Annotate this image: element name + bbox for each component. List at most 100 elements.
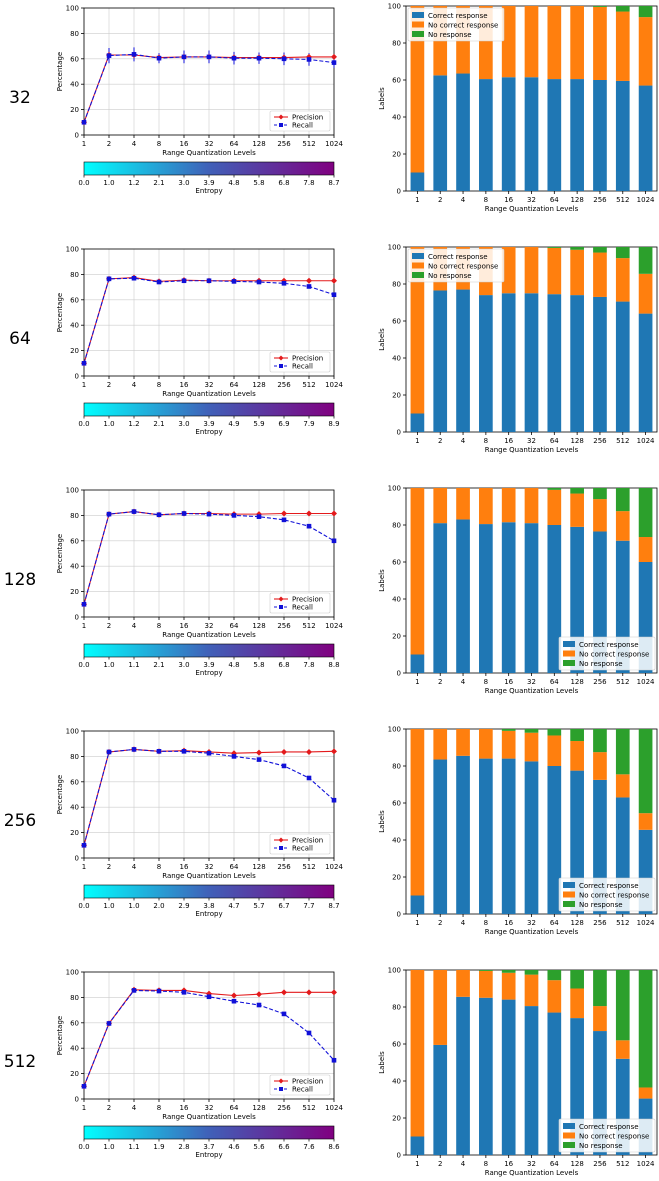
bar-no-correct — [501, 972, 516, 1000]
legend-label: No response — [579, 901, 623, 909]
bar-correct — [638, 313, 653, 432]
bar-correct — [456, 519, 470, 673]
x-tick-label: 8 — [157, 381, 161, 389]
bar-no-correct — [524, 247, 539, 294]
entropy-colorbar: 0.0 1.0 1.1 1.9 2.8 3.7 4.6 5.6 6.6 7.6 8.6 Entropy — [78, 1125, 340, 1159]
y-tick-label: 60 — [392, 800, 401, 808]
x-tick-label: 256 — [593, 437, 607, 445]
entropy-bar — [83, 1125, 335, 1140]
x-tick-label: 512 — [302, 622, 315, 630]
x-tick-label: 128 — [252, 622, 265, 630]
legend-box — [269, 110, 331, 132]
recall-point — [106, 749, 112, 755]
entropy-colorbar: 0.0 1.0 1.0 2.0 2.9 3.8 4.7 5.7 6.7 7.7 8.7 Entropy — [78, 884, 340, 918]
bar-correct — [524, 77, 539, 191]
legend-label: No response — [579, 660, 623, 668]
x-tick-label: 1 — [415, 1160, 419, 1168]
recall-point — [206, 54, 212, 60]
bar-no-correct — [593, 252, 607, 297]
y-tick-label: 60 — [392, 77, 401, 85]
x-tick-label: 16 — [504, 1160, 513, 1168]
legend-swatch — [412, 21, 424, 28]
y-tick-label: 40 — [70, 81, 79, 89]
recall-point — [281, 56, 287, 62]
x-tick-label: 64 — [550, 678, 559, 686]
right-plot: 0 20 40 60 80 100 1 2 4 8 16 32 64 128 256 512 1024 Range… — [378, 726, 658, 936]
legend-swatch — [563, 641, 575, 647]
entropy-tick-label: 1.1 — [128, 661, 139, 669]
x-tick-label: 32 — [205, 381, 214, 389]
entropy-tick-label: 4.8 — [228, 179, 239, 187]
bar-correct — [456, 289, 470, 432]
y-axis-label: Percentage — [56, 52, 64, 91]
x-tick-label: 256 — [277, 622, 291, 630]
bar-correct — [410, 413, 425, 432]
legend-marker-recall — [279, 364, 283, 368]
legend-label: No correct response — [579, 1132, 649, 1140]
bar-no-correct — [479, 488, 493, 525]
y-tick-label: 20 — [70, 347, 79, 355]
x-tick-label: 512 — [616, 919, 629, 927]
bar-no-correct — [524, 488, 539, 524]
x-tick-label: 1024 — [637, 196, 655, 204]
bar-no-response — [547, 247, 562, 248]
bar-no-response — [524, 970, 539, 975]
x-tick-label: 128 — [252, 140, 265, 148]
bar-correct — [410, 895, 425, 914]
legend-label: No correct response — [428, 21, 498, 29]
precision-point — [306, 510, 312, 517]
row-label: 64 — [9, 329, 31, 349]
bar-no-correct — [456, 488, 470, 520]
recall-point — [181, 54, 187, 60]
entropy-tick-label: 4.9 — [228, 420, 239, 428]
precision-point — [306, 277, 312, 284]
x-tick-label: 4 — [461, 678, 466, 686]
y-axis-label: Labels — [378, 810, 386, 833]
x-tick-label: 8 — [157, 863, 161, 871]
precision-point — [331, 53, 337, 60]
bar-no-correct — [615, 11, 630, 81]
y-axis-label: Percentage — [56, 534, 64, 573]
y-tick-label: 80 — [70, 30, 79, 38]
y-tick-label: 100 — [388, 726, 401, 734]
recall-point — [156, 988, 162, 994]
legend-box — [558, 877, 656, 912]
bar-correct — [638, 85, 653, 191]
legend-label-precision: Precision — [292, 596, 323, 604]
bar-no-response — [570, 970, 584, 989]
recall-series-line — [83, 989, 335, 1087]
bar-no-correct — [593, 499, 607, 532]
bar-no-correct — [410, 6, 425, 173]
x-tick-label: 256 — [277, 863, 291, 871]
x-tick-label: 1 — [82, 863, 86, 871]
bar-no-correct — [501, 488, 516, 523]
legend-label-recall: Recall — [292, 1086, 313, 1094]
x-tick-label: 256 — [277, 1104, 291, 1112]
bar-correct — [479, 524, 493, 673]
x-axis-label: Range Quantization Levels — [162, 872, 256, 880]
y-tick-label: 80 — [70, 271, 79, 279]
x-tick-label: 4 — [132, 622, 137, 630]
x-tick-label: 1024 — [637, 919, 655, 927]
bar-correct — [615, 301, 630, 432]
precision-point — [281, 989, 287, 996]
entropy-tick-label: 8.7 — [328, 179, 339, 187]
y-tick-label: 0 — [397, 670, 401, 678]
legend-box — [269, 592, 331, 614]
entropy-tick-label: 7.8 — [303, 661, 314, 669]
entropy-tick-label: 1.0 — [103, 661, 114, 669]
entropy-colorbar: 0.0 1.0 1.2 2.1 3.0 3.9 4.8 5.8 6.8 7.8 8.7 Entropy — [78, 161, 340, 195]
bar-no-correct — [456, 970, 470, 997]
bar-no-correct — [638, 17, 653, 86]
recall-point — [256, 55, 262, 61]
bar-no-correct — [479, 729, 493, 759]
x-tick-label: 256 — [593, 196, 607, 204]
left-plot: 0 20 40 60 80 100 1 2 4 8 16 32 64 128 256 512 1024 Range… — [56, 728, 343, 881]
bar-correct — [570, 295, 584, 432]
y-tick-label: 60 — [70, 537, 79, 545]
y-tick-label: 100 — [66, 487, 79, 495]
bar-correct — [479, 758, 493, 914]
recall-point — [256, 279, 262, 285]
x-tick-label: 512 — [616, 196, 629, 204]
